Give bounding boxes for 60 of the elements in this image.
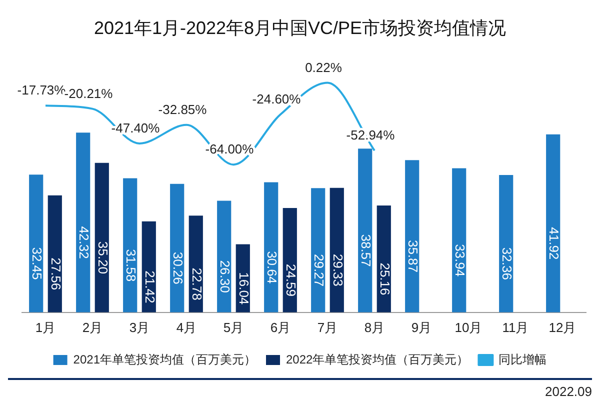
data-label: 35.20 [95,241,110,274]
data-label: 42.32 [76,226,92,259]
x-tick-label: 9月 [411,320,432,335]
bar [405,160,420,312]
bar [264,182,278,312]
x-tick-label: 8月 [364,320,385,335]
data-label: 38.57 [358,234,374,267]
bar [217,200,232,312]
data-label: 26.30 [218,260,233,293]
data-label: 16.04 [236,272,252,305]
x-tick-label: 7月 [317,320,338,335]
bar [142,221,156,312]
bar [376,206,391,312]
legend-label: 同比增幅 [498,352,547,366]
data-label: 35.87 [406,240,421,273]
bar [330,188,344,312]
x-tick-label: 3月 [129,320,150,335]
data-label: 0.22% [305,60,342,75]
data-label: 24.59 [283,264,298,296]
bar [29,174,44,312]
data-label: 32.36 [500,247,515,280]
chart-title: 2021年1月-2022年8月中国VC/PE市场投资均值情况 [94,18,506,38]
bar [94,162,109,312]
data-label: 30.64 [264,251,280,284]
bar [546,134,560,312]
data-label: 30.26 [170,252,186,284]
legend-label: 2022年单笔投资均值（百万美元） [286,352,469,366]
bar [123,178,138,312]
bar [48,195,62,312]
x-tick-label: 6月 [270,320,291,335]
data-label: -17.73% [17,82,66,98]
text: 2022.09 [545,384,592,399]
x-tick-label: 12月 [548,320,576,335]
data-label: -20.21% [64,86,114,101]
data-label: 29.33 [330,254,346,286]
data-label: 25.16 [377,262,392,296]
bar [452,168,466,312]
bar [188,216,203,312]
data-label: 21.42 [142,270,158,304]
x-tick-label: 5月 [223,320,244,335]
data-label: 41.92 [546,227,562,260]
x-tick-label: 2月 [82,320,103,335]
bar [282,208,297,312]
legend-label: 2021年单笔投资均值（百万美元） [73,352,256,366]
data-label: 32.45 [30,247,45,280]
data-label: 29.27 [312,254,327,287]
bar [76,132,90,312]
x-tick-label: 1月 [35,320,56,335]
data-label: 22.78 [189,268,204,300]
x-tick-label: 10月 [454,320,482,335]
data-label: 33.94 [452,244,468,277]
data-label: 27.56 [48,258,64,290]
data-label: 31.58 [124,249,139,282]
data-label: -32.85% [158,102,208,118]
bar [499,174,514,312]
bar [311,188,326,312]
bar [170,184,184,312]
bar [358,148,372,312]
x-tick-label: 11月 [502,320,529,335]
x-tick-label: 4月 [176,320,197,335]
